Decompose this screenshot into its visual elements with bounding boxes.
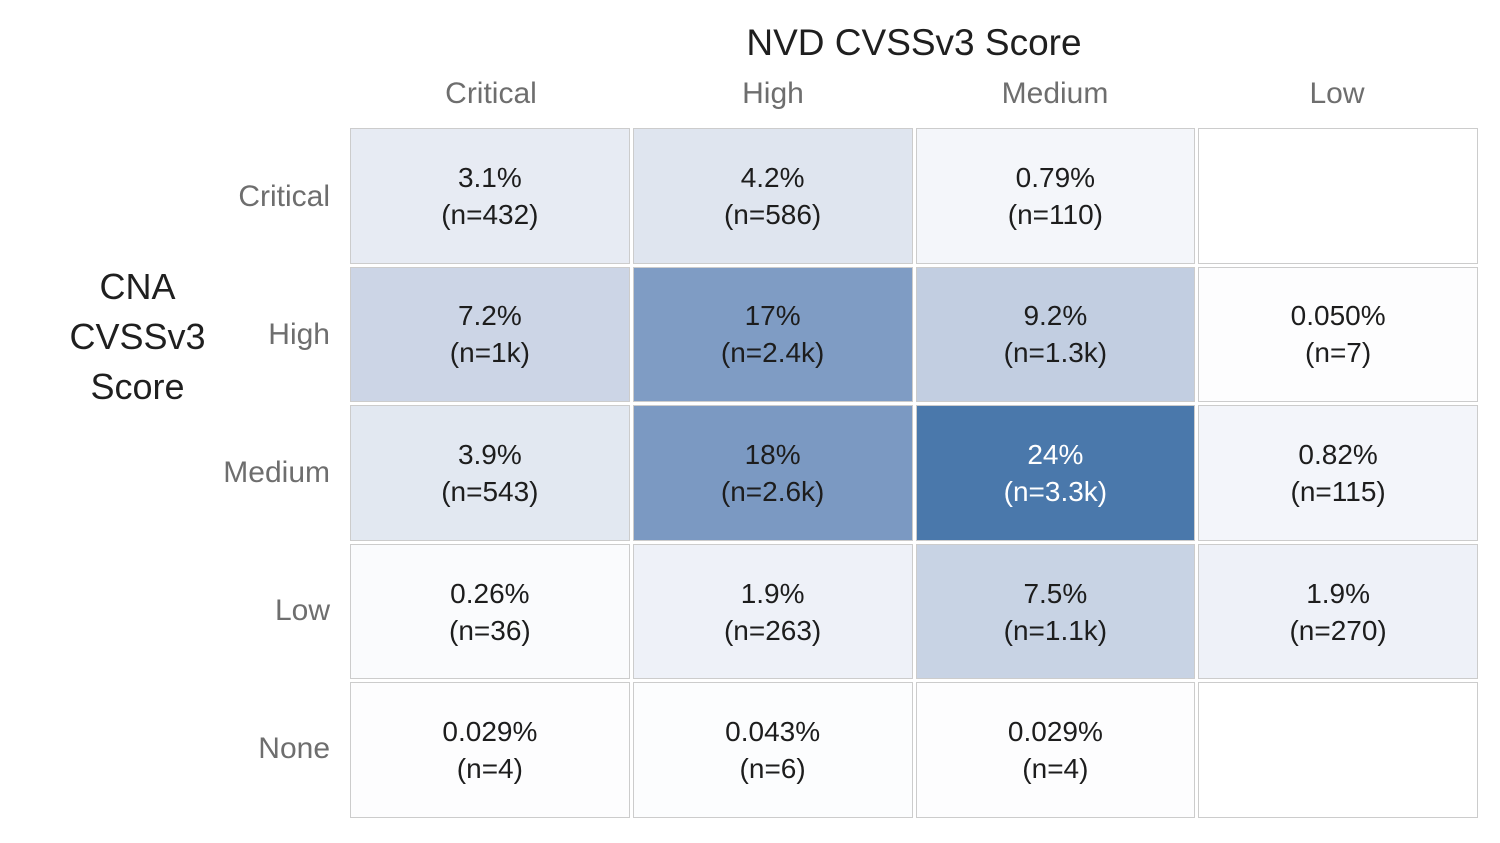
cell-count-label: (n=1.3k) (1003, 337, 1108, 369)
cell-count-label: (n=263) (723, 614, 822, 646)
cell-count-label: (n=7) (1305, 337, 1372, 369)
heatmap-cell-none-medium: 0.029% (n=4) (915, 682, 1196, 818)
heatmap-cell-low-critical: 0.26% (n=36) (350, 543, 630, 680)
column-headers: Critical High Medium Low (350, 77, 1478, 111)
heatmap-cell-critical-medium: 0.79% (n=110) (915, 128, 1196, 264)
y-axis-title: CNA CVSSv3 Score (25, 262, 250, 412)
heatmap-cell-high-medium: 9.2% (n=1.3k) (915, 266, 1196, 403)
cell-count-label: (n=543) (441, 475, 539, 507)
cell-percent-label: 17% (744, 300, 801, 332)
heatmap-cell-none-high: 0.043% (n=6) (632, 682, 913, 818)
heatmap-cell-high-low: 0.050% (n=7) (1198, 266, 1478, 403)
row-label-medium: Medium (223, 456, 330, 489)
cell-percent-label: 0.050% (1290, 300, 1386, 332)
column-header-critical: Critical (445, 77, 537, 110)
cell-count-label: (n=1.1k) (1003, 614, 1108, 646)
cell-percent-label: 0.82% (1298, 438, 1378, 470)
cell-percent-label: 0.043% (725, 716, 821, 748)
column-header-low: Low (1309, 77, 1365, 110)
cell-count-label: (n=6) (739, 753, 806, 785)
cell-count-label: (n=3.3k) (1003, 475, 1108, 507)
heatmap-cell-low-medium: 7.5% (n=1.1k) (915, 543, 1196, 680)
cell-percent-label: 1.9% (1306, 577, 1371, 609)
cell-count-label: (n=2.4k) (720, 337, 825, 369)
cell-percent-label: 18% (744, 438, 801, 470)
heatmap-cell-critical-high: 4.2% (n=586) (632, 128, 913, 264)
cell-count-label: (n=36) (449, 614, 531, 646)
cell-percent-label: 9.2% (1023, 300, 1088, 332)
heatmap-cell-critical-critical: 3.1% (n=432) (350, 128, 630, 264)
cell-count-label: (n=432) (441, 198, 539, 230)
heatmap-cell-none-low (1198, 682, 1478, 818)
cell-count-label: (n=4) (456, 753, 523, 785)
cell-percent-label: 3.9% (457, 438, 522, 470)
cell-percent-label: 7.5% (1023, 577, 1088, 609)
cell-count-label: (n=4) (1022, 753, 1089, 785)
heatmap-cell-medium-critical: 3.9% (n=543) (350, 405, 630, 541)
cell-percent-label: 1.9% (740, 577, 805, 609)
heatmap-cell-critical-low (1198, 128, 1478, 264)
heatmap-grid: 3.1% (n=432) 4.2% (n=586) 0.79% (n=110) 7.2% (n… (350, 128, 1478, 818)
row-label-high: High (268, 318, 330, 351)
heatmap-cell-high-critical: 7.2% (n=1k) (350, 266, 630, 403)
heatmap-cell-high-high: 17% (n=2.4k) (632, 266, 913, 403)
column-header-medium: Medium (1001, 77, 1109, 110)
row-label-low: Low (274, 594, 330, 627)
heatmap-cell-low-high: 1.9% (n=263) (632, 543, 913, 680)
cell-percent-label: 0.029% (442, 716, 538, 748)
cell-percent-label: 3.1% (457, 161, 522, 193)
y-axis-title-line-3: Score (90, 366, 185, 407)
cell-count-label: (n=110) (1007, 198, 1103, 230)
cell-percent-label: 4.2% (740, 161, 805, 193)
heatmap-cell-medium-high: 18% (n=2.6k) (632, 405, 913, 541)
column-header-high: High (742, 77, 804, 110)
cell-percent-label: 0.029% (1007, 716, 1103, 748)
cell-count-label: (n=2.6k) (720, 475, 825, 507)
heatmap-cell-medium-medium: 24% (n=3.3k) (915, 405, 1196, 541)
row-label-none: None (258, 732, 330, 765)
row-label-critical: Critical (238, 180, 330, 213)
row-labels: Critical High Medium Low None (0, 128, 330, 818)
heatmap-cell-none-critical: 0.029% (n=4) (350, 682, 630, 818)
heatmap-cell-medium-low: 0.82% (n=115) (1198, 405, 1478, 541)
y-axis-title-line-2: CVSSv3 (69, 316, 206, 357)
cell-count-label: (n=1k) (449, 337, 530, 369)
cell-percent-label: 0.26% (450, 577, 530, 609)
x-axis-title: NVD CVSSv3 Score (746, 22, 1082, 63)
heatmap-cell-low-low: 1.9% (n=270) (1198, 543, 1478, 680)
y-axis-title-line-1: CNA (99, 266, 176, 307)
cell-count-label: (n=270) (1289, 614, 1387, 646)
cell-count-label: (n=586) (723, 198, 822, 230)
cell-percent-label: 7.2% (457, 300, 522, 332)
cell-count-label: (n=115) (1290, 475, 1386, 507)
cell-percent-label: 24% (1027, 438, 1084, 470)
cell-percent-label: 0.79% (1015, 161, 1096, 193)
